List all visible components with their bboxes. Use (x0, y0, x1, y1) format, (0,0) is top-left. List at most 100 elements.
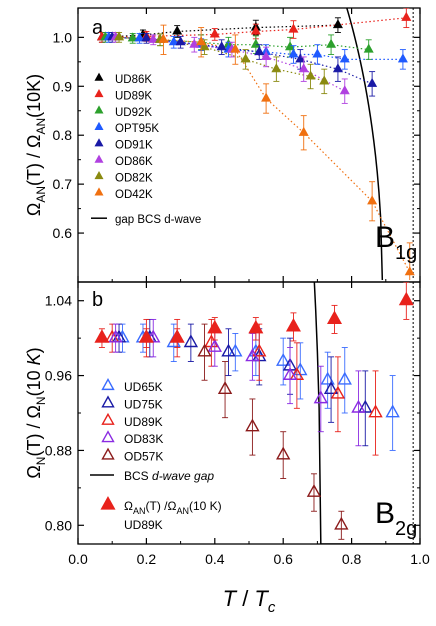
legend-marker (94, 187, 104, 196)
y-tick-label: 0.8 (53, 127, 73, 143)
data-point (282, 367, 298, 380)
legend-marker (94, 105, 104, 114)
panel-a-symmetry-main: B (375, 221, 395, 254)
data-point (245, 348, 260, 362)
data-point (319, 75, 330, 85)
data-point (261, 50, 272, 60)
legend-marker (101, 378, 115, 391)
data-point (250, 25, 261, 35)
data-point (326, 310, 343, 325)
legend-label: OD91K (115, 140, 153, 152)
data-point (398, 291, 414, 306)
legend-marker (101, 430, 115, 443)
legend-label-an-line2: UD89K (124, 518, 163, 532)
panel-a-y-axis: 0.6 0.7 0.8 0.9 1.0 (53, 8, 421, 282)
data-point (199, 41, 210, 51)
data-point (245, 418, 260, 432)
data-point (158, 33, 169, 43)
panel-b-letter: b (92, 289, 103, 311)
legend-curve-label: gap BCS d-wave (115, 214, 201, 226)
panel-b-ylabel: ΩN(T) / ΩN(10 K) (24, 347, 48, 478)
data-point (313, 390, 329, 404)
x-tick-label: 0.2 (137, 551, 157, 567)
y-tick-label: 0.6 (53, 225, 73, 241)
data-point (288, 48, 299, 58)
data-point (363, 43, 374, 53)
data-point (216, 41, 227, 51)
fit-line (101, 24, 338, 38)
data-point (183, 334, 199, 348)
data-point (332, 63, 343, 73)
data-point (209, 28, 220, 38)
panel-b-symmetry: B2g (375, 497, 417, 540)
data-point (312, 48, 323, 58)
legend-label: UD86K (115, 74, 152, 86)
data-point (207, 338, 222, 352)
y-tick-label: 1.0 (53, 29, 73, 45)
data-point (358, 399, 373, 413)
data-point (368, 404, 383, 418)
data-point (175, 36, 186, 46)
data-point (276, 352, 291, 366)
data-point (252, 343, 267, 357)
legend-label: OD82K (115, 172, 153, 184)
panel-b-y-axis: 0.80 0.88 0.96 1.04 (45, 293, 420, 533)
legend-marker (94, 121, 104, 130)
legend-marker (100, 496, 116, 510)
data-point (306, 483, 322, 497)
x-tick-label: 0.8 (342, 551, 362, 567)
legend-marker (101, 447, 115, 460)
data-point (221, 343, 236, 357)
data-point (228, 343, 243, 357)
data-point (108, 329, 123, 343)
legend-label: UD89K (124, 415, 163, 429)
x-tick-label: 0.6 (273, 551, 293, 567)
x-tick-label: 0.4 (205, 551, 225, 567)
panel-a: a 0.60.70.80.91.0 UD86KUD89KUD92KOPT95KO… (24, 7, 421, 283)
data-point (276, 446, 291, 460)
data-point (141, 32, 152, 42)
data-point (230, 43, 241, 53)
data-point (261, 92, 272, 102)
x-tick-label: 0.0 (68, 551, 88, 567)
data-point (240, 53, 251, 63)
y-tick-label: 0.80 (45, 517, 72, 533)
legend-marker (101, 395, 115, 408)
data-point (404, 266, 415, 276)
data-point (168, 36, 179, 46)
legend-label: UD65K (124, 380, 163, 394)
legend-curve-label: BCS d-wave gap (124, 469, 214, 483)
data-point (254, 46, 265, 56)
panel-a-ylabel: ΩAN(T) / ΩAN(10K) (24, 74, 48, 216)
y-tick-label: 1.04 (45, 293, 72, 309)
legend-marker (101, 412, 115, 425)
panel-b-xlabel: T / Tc (223, 586, 276, 616)
legend-label: UD92K (115, 107, 152, 119)
data-point (298, 63, 309, 73)
y-tick-label: 0.96 (45, 368, 72, 384)
data-point (332, 19, 343, 29)
data-point (339, 53, 350, 63)
data-point (127, 32, 138, 42)
legend-label: OD83K (124, 432, 163, 446)
data-point (288, 23, 299, 33)
data-point (138, 329, 154, 343)
legend-label-an: ΩAN(T) /ΩAN(10 K) (124, 499, 222, 516)
data-point (351, 399, 366, 413)
data-point (367, 77, 378, 87)
legend-marker (94, 154, 104, 163)
legend-marker (94, 171, 104, 180)
data-point (250, 38, 261, 48)
data-point (305, 70, 316, 80)
x-tick-label: 1.0 (410, 551, 430, 567)
legend-label: UD75K (124, 397, 163, 411)
panel-b-symmetry-main: B (375, 497, 395, 530)
data-point (337, 371, 352, 385)
data-point (248, 319, 264, 334)
panel-b-legend: UD65K UD75K UD89K OD83K OD57K BCS d-wave gap Ω… (90, 378, 222, 532)
data-point (401, 11, 412, 21)
data-point (295, 53, 306, 63)
panel-a-symmetry-sub: 1g (395, 242, 417, 264)
data-point (289, 367, 305, 380)
panel-a-symmetry: B1g (375, 221, 417, 264)
